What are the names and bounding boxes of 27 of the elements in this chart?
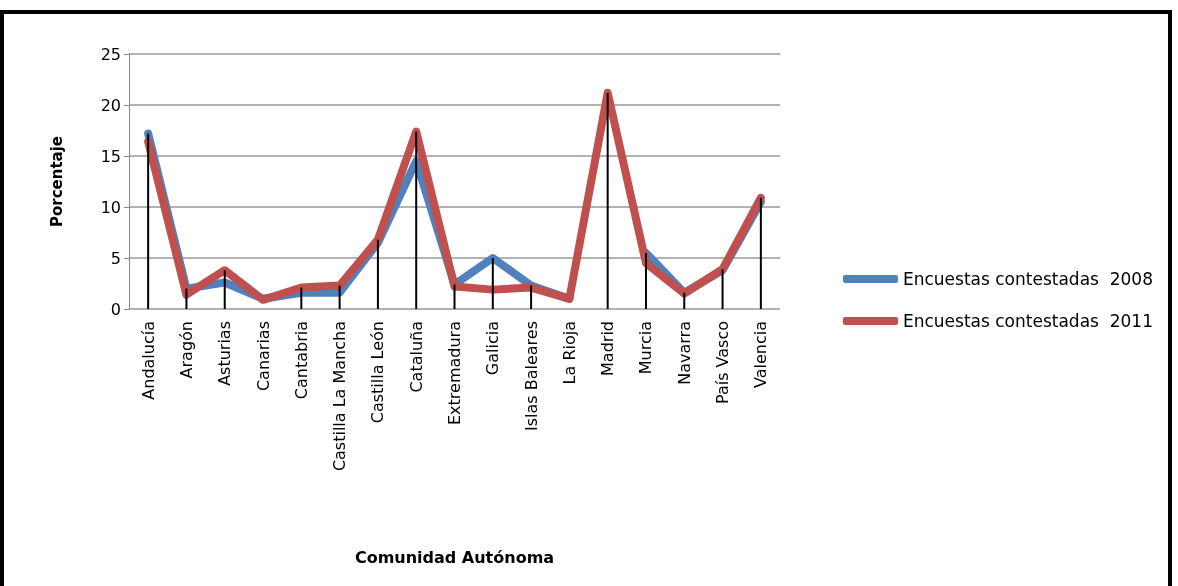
y-tick-label: 5 bbox=[110, 248, 121, 268]
x-tick-label: Canarias bbox=[253, 321, 273, 392]
x-tick-label: Madrid bbox=[598, 321, 618, 376]
x-tick-label: Castilla León bbox=[368, 321, 388, 424]
y-tick-label: 0 bbox=[110, 299, 121, 319]
x-tick-label: Andalucía bbox=[138, 321, 158, 400]
y-tick-label: 20 bbox=[100, 95, 121, 115]
x-tick-label: Extremadura bbox=[445, 321, 464, 425]
y-tick-label: 10 bbox=[100, 197, 121, 217]
x-tick-label: Cataluña bbox=[406, 321, 426, 393]
y-tick-label: 25 bbox=[100, 44, 121, 64]
x-tick-label: Castilla La Mancha bbox=[330, 321, 350, 472]
legend-label: Encuestas contestadas 2008 bbox=[902, 269, 1154, 289]
x-tick-label: La Rioja bbox=[559, 321, 579, 385]
legend-label: Encuestas contestadas 2011 bbox=[902, 311, 1154, 331]
x-tick-label: País Vasco bbox=[713, 321, 733, 405]
x-tick-label: Galicia bbox=[483, 321, 503, 376]
x-tick-label: Cantabria bbox=[291, 321, 311, 400]
x-tick-label: Aragón bbox=[176, 321, 196, 379]
y-tick-label: 15 bbox=[100, 146, 121, 166]
y-axis-title: Porcentaje bbox=[47, 135, 66, 228]
x-tick-label: Murcia bbox=[636, 321, 656, 375]
x-tick-label: Navarra bbox=[674, 321, 694, 385]
x-tick-label: Asturias bbox=[215, 321, 235, 386]
x-tick-label: Valencia bbox=[751, 321, 771, 388]
x-axis-title: Comunidad Autónoma bbox=[354, 547, 555, 567]
x-tick-label: Islas Baleares bbox=[521, 321, 541, 432]
